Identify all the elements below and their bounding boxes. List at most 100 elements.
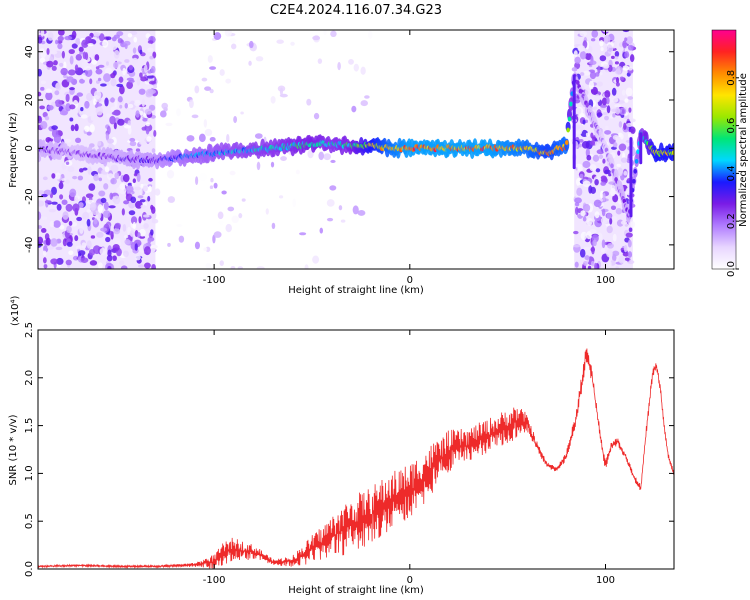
- spectrogram-noise-blob: [95, 68, 103, 75]
- spectrogram-noise-blob: [600, 217, 608, 225]
- spectrogram-noise-blob: [51, 125, 58, 130]
- spectrogram-noise-blob: [119, 104, 123, 109]
- spectrogram-noise-blob: [629, 118, 636, 123]
- spectrogram-noise-blob: [45, 237, 51, 246]
- spectrogram-noise-blob: [66, 225, 72, 234]
- spectrogram-noise-blob: [618, 121, 623, 128]
- snr-ytick-label: 0.5: [24, 513, 35, 529]
- spectrogram-noise-blob: [209, 185, 214, 190]
- spectrogram-noise-blob: [620, 220, 628, 225]
- spectrogram-noise-blob: [603, 35, 611, 45]
- spectrogram-noise-blob: [112, 255, 117, 262]
- spectrogram-noise-blob: [112, 195, 121, 205]
- spectrogram-ridge-core: [634, 158, 639, 164]
- spectrogram-noise-blob: [87, 166, 92, 175]
- spectrogram-noise-blob: [622, 40, 627, 49]
- spectrogram-noise-blob: [330, 159, 336, 164]
- spectrogram-noise-blob: [132, 178, 136, 184]
- spectrogram-noise-blob: [213, 231, 222, 238]
- spectrogram-noise-blob: [178, 235, 185, 243]
- spectrogram-noise-blob: [97, 204, 103, 213]
- spectrogram-ylabel: Frequency (Hz): [8, 112, 19, 188]
- spectrogram-noise-blob: [602, 63, 610, 69]
- spectrogram-noise-blob: [84, 125, 90, 132]
- snr-ylabel: SNR (10 * v/v): [8, 414, 19, 485]
- spectrogram-noise-blob: [44, 200, 52, 204]
- spectrogram-noise-blob: [129, 141, 137, 147]
- spectrogram-noise-blob: [96, 231, 104, 238]
- spectrogram-noise-blob: [588, 80, 594, 90]
- spectrogram-noise-blob: [60, 67, 68, 76]
- spectrogram-ridge-core: [566, 127, 570, 133]
- spectrogram-noise-blob: [596, 81, 604, 87]
- spectrogram-noise-blob: [89, 78, 93, 85]
- spectrogram-noise-blob: [280, 156, 287, 161]
- spectrogram-noise-blob: [54, 39, 59, 45]
- spectrogram-noise-blob: [576, 187, 583, 197]
- spectrogram-noise-blob: [74, 64, 79, 72]
- spectrogram-noise-blob: [348, 59, 354, 65]
- spectrogram-noise-blob: [139, 72, 143, 78]
- spectrogram-noise-blob: [137, 232, 141, 238]
- spectrogram-noise-blob: [61, 178, 67, 182]
- spectrogram-noise-blob: [238, 213, 243, 219]
- spectrogram-noise-blob: [67, 69, 76, 76]
- spectrogram-noise-blob: [121, 208, 125, 216]
- spectrogram-noise-blob: [129, 230, 135, 237]
- spectrogram-noise-blob: [608, 260, 612, 268]
- spectrogram-noise-blob: [602, 111, 609, 116]
- spectrogram-noise-blob: [47, 138, 54, 142]
- spectrogram-noise-blob: [106, 113, 111, 118]
- snr-ytick-label: 1.0: [24, 465, 35, 481]
- spectrogram-noise-blob: [601, 239, 606, 249]
- spectrogram-noise-blob: [617, 66, 621, 75]
- spectrogram-noise-blob: [110, 78, 117, 87]
- spectrogram-ridge-core: [610, 163, 614, 169]
- spectrogram-noise-blob: [71, 222, 78, 227]
- spectrogram-noise-blob: [51, 186, 57, 196]
- spectrogram-noise-blob: [47, 31, 54, 41]
- spectrogram-noise-blob: [50, 238, 58, 247]
- spectrogram-ridge-halo: [567, 108, 573, 121]
- spectrogram-noise-blob: [574, 261, 579, 268]
- spectrogram-noise-blob: [43, 264, 48, 269]
- snr-scale-label: (x10⁴): [10, 295, 21, 326]
- spectrogram-noise-blob: [151, 218, 159, 224]
- spectrogram-noise-blob: [82, 51, 87, 60]
- spectrogram-noise-blob: [78, 46, 84, 53]
- spectrogram-noise-blob: [69, 117, 74, 122]
- spectrogram-noise-blob: [72, 175, 78, 180]
- snr-xtick-label: -100: [203, 575, 226, 586]
- spectrogram-noise-blob: [71, 30, 77, 39]
- spectrogram-noise-blob: [126, 81, 134, 90]
- spectrogram-ridge-core: [671, 150, 674, 156]
- spectrogram-noise-blob: [84, 68, 93, 77]
- spectrogram-noise-blob: [93, 173, 99, 182]
- spectrogram-noise-blob: [209, 88, 214, 94]
- spectrogram-noise-blob: [118, 260, 125, 266]
- spectrogram-noise-blob: [604, 169, 611, 175]
- spectrogram-noise-blob: [571, 67, 578, 72]
- spectrogram-noise-blob: [99, 247, 107, 256]
- spectrogram-noise-blob: [117, 96, 123, 103]
- spectrogram-noise-blob: [58, 62, 64, 67]
- spectrogram-noise-blob: [86, 208, 92, 213]
- spectrogram-noise-blob: [110, 72, 116, 79]
- snr-xtick-label: 100: [596, 575, 615, 586]
- spectrogram-noise-blob: [150, 65, 156, 74]
- spectrogram-noise-blob: [606, 249, 613, 258]
- spectrogram-noise-blob: [338, 205, 343, 211]
- spectrogram-noise-blob: [91, 59, 98, 65]
- spectrogram-noise-blob: [71, 43, 78, 49]
- figure-title: C2E4.2024.116.07.34.G23: [270, 3, 442, 18]
- spectrogram-noise-blob: [125, 185, 134, 193]
- spectrogram-noise-blob: [42, 257, 47, 264]
- spectrogram-noise-blob: [254, 133, 263, 139]
- spectrogram-noise-blob: [610, 187, 616, 197]
- spectrogram-noise-blob: [95, 80, 100, 84]
- spectrogram-noise-blob: [98, 33, 105, 42]
- spectrogram-noise-blob: [122, 223, 127, 232]
- spectrogram-noise-blob: [151, 264, 156, 269]
- spectrogram-noise-blob: [207, 55, 213, 63]
- spectrogram-noise-blob: [65, 161, 70, 165]
